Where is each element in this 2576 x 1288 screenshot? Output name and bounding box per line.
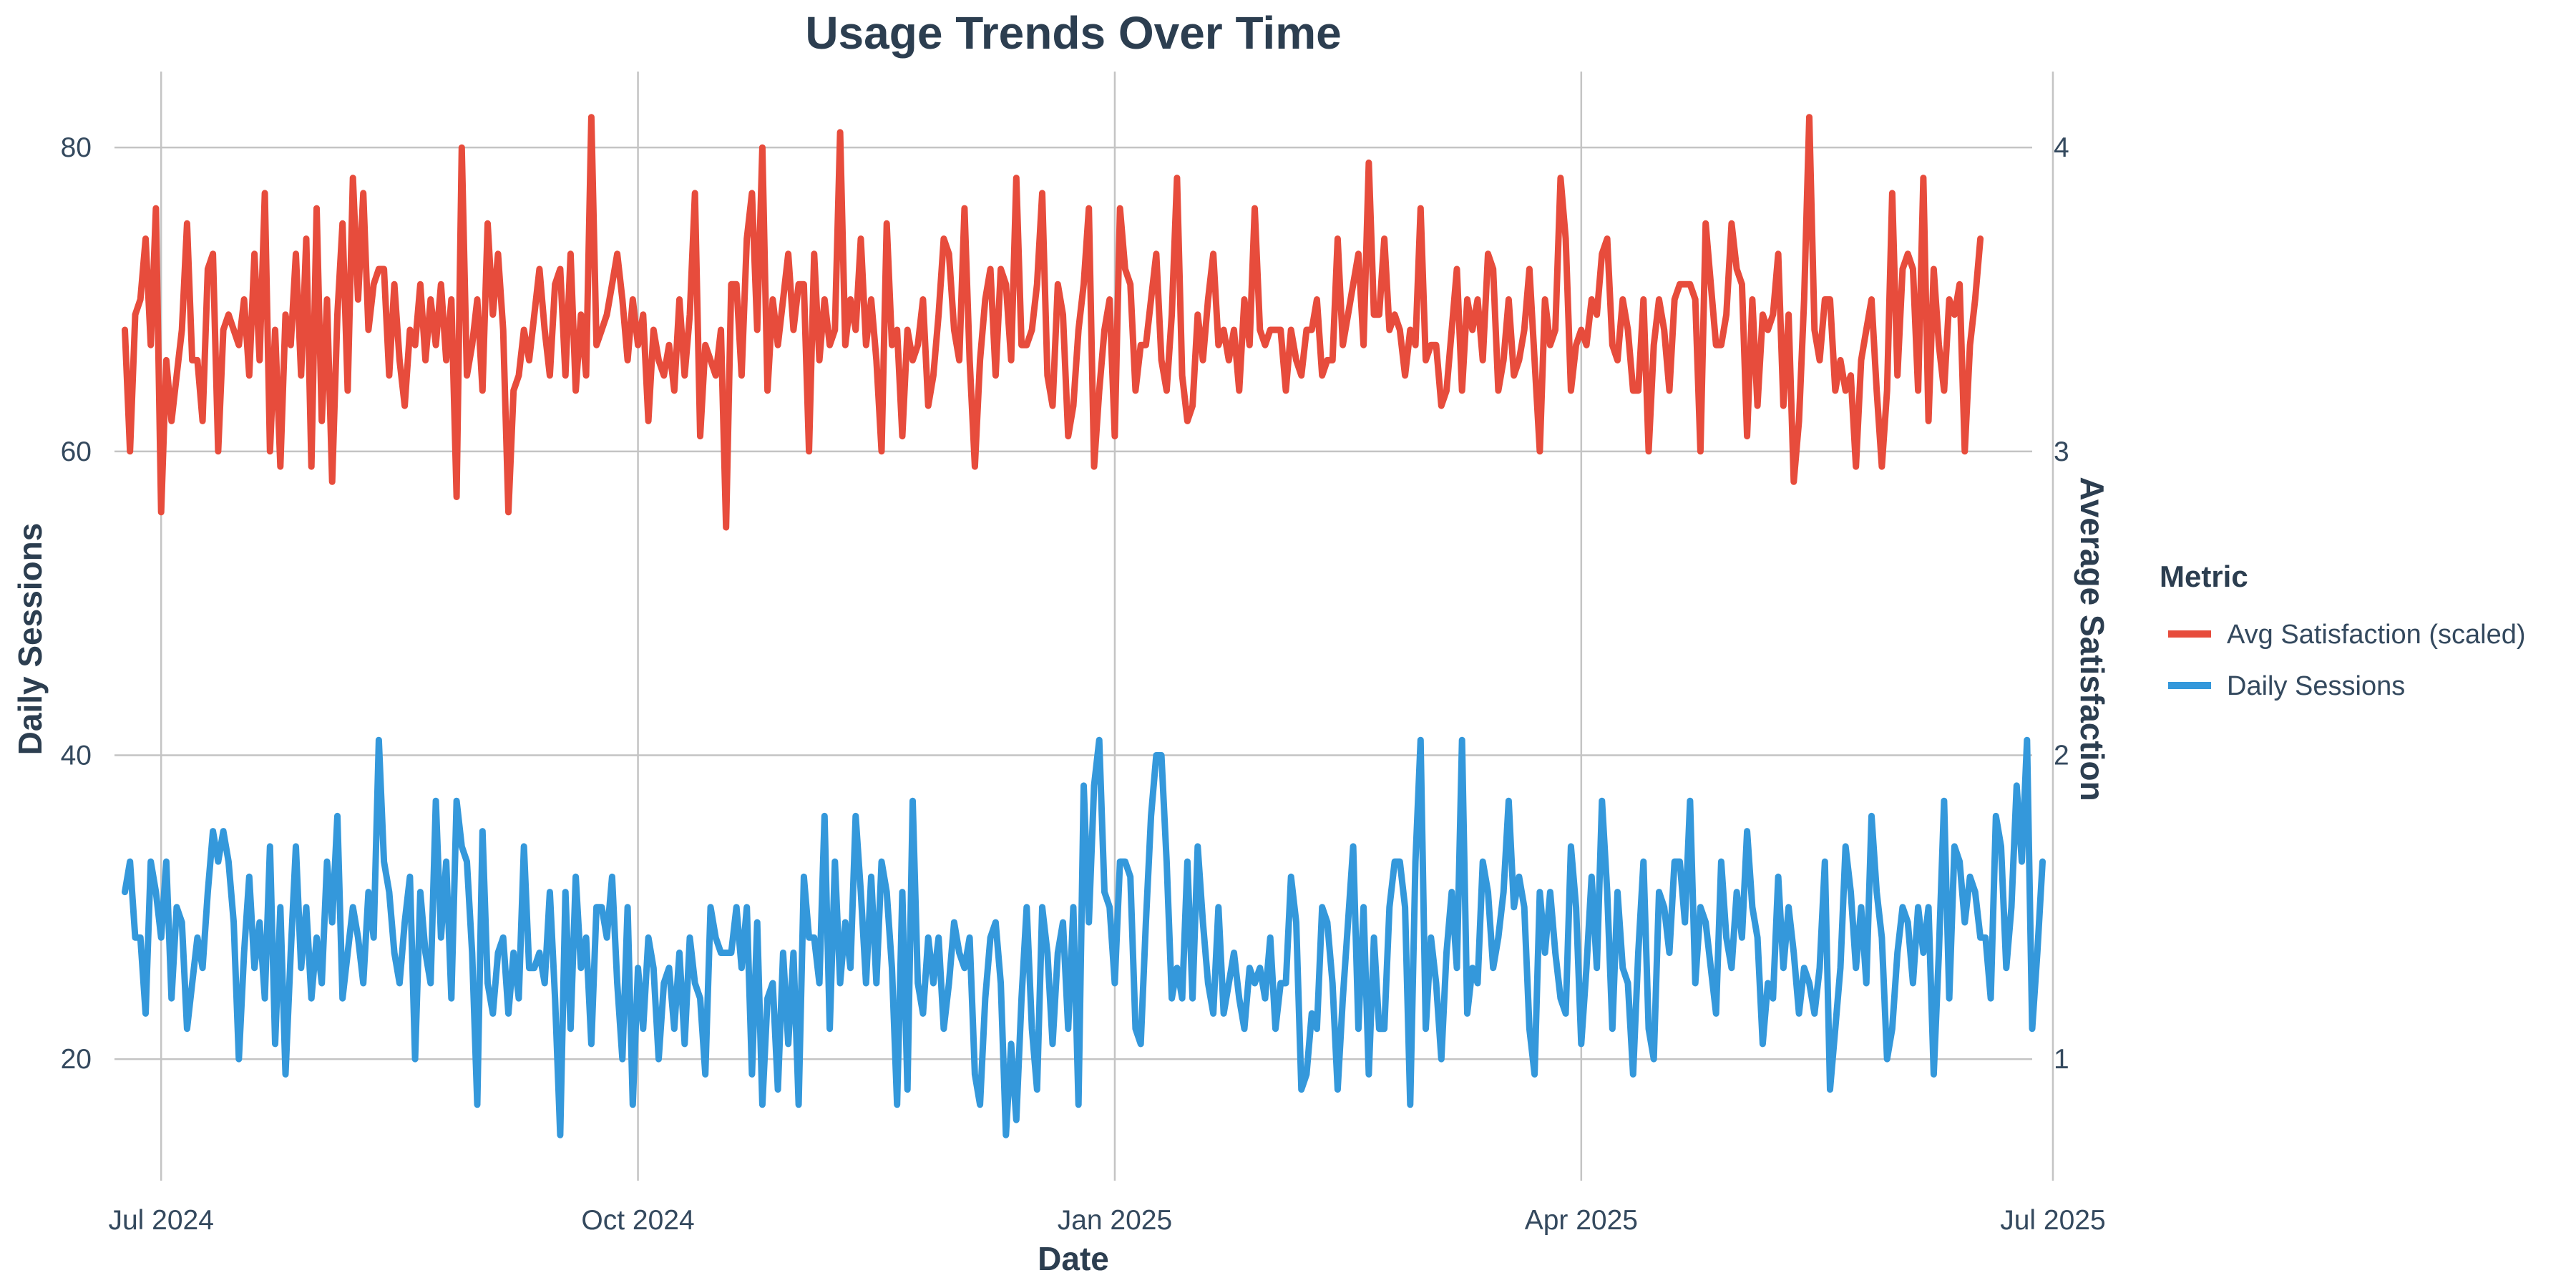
grid [114,72,2054,1181]
x-tick-label: Jul 2025 [2000,1205,2105,1236]
x-tick-label: Jul 2024 [108,1205,213,1236]
legend-item-sessions: Daily Sessions [2168,671,2405,701]
y2-axis-title: Average Satisfaction [2074,477,2111,801]
y2-tick-label: 4 [2054,132,2069,163]
series-line-satisfaction [122,114,1984,531]
y2-tick-label: 1 [2054,1044,2069,1075]
y-tick-label: 60 [61,436,92,467]
tick-labels: Jul 2024 Oct 2024 Jan 2025 Apr 2025 Jul 2025… [61,132,2106,1236]
legend-label-satisfaction: Avg Satisfaction (scaled) [2227,620,2526,650]
y-tick-label: 20 [61,1044,92,1075]
x-axis-title: Date [1038,1240,1109,1277]
series-line-sessions [122,736,2046,1138]
legend: Metric Avg Satisfaction (scaled) Daily S… [2160,560,2526,701]
y2-tick-label: 2 [2054,740,2069,771]
x-tick-label: Apr 2025 [1525,1205,1638,1236]
legend-item-satisfaction: Avg Satisfaction (scaled) [2168,620,2526,650]
chart-title: Usage Trends Over Time [805,7,1341,59]
legend-title: Metric [2160,560,2248,593]
y2-tick-label: 3 [2054,436,2069,467]
y-axis-title: Daily Sessions [11,523,49,756]
series-lines [122,114,2046,1138]
legend-label-sessions: Daily Sessions [2227,671,2405,701]
y-tick-label: 40 [61,740,92,771]
y-tick-label: 80 [61,132,92,163]
x-tick-label: Jan 2025 [1058,1205,1172,1236]
x-tick-label: Oct 2024 [581,1205,694,1236]
